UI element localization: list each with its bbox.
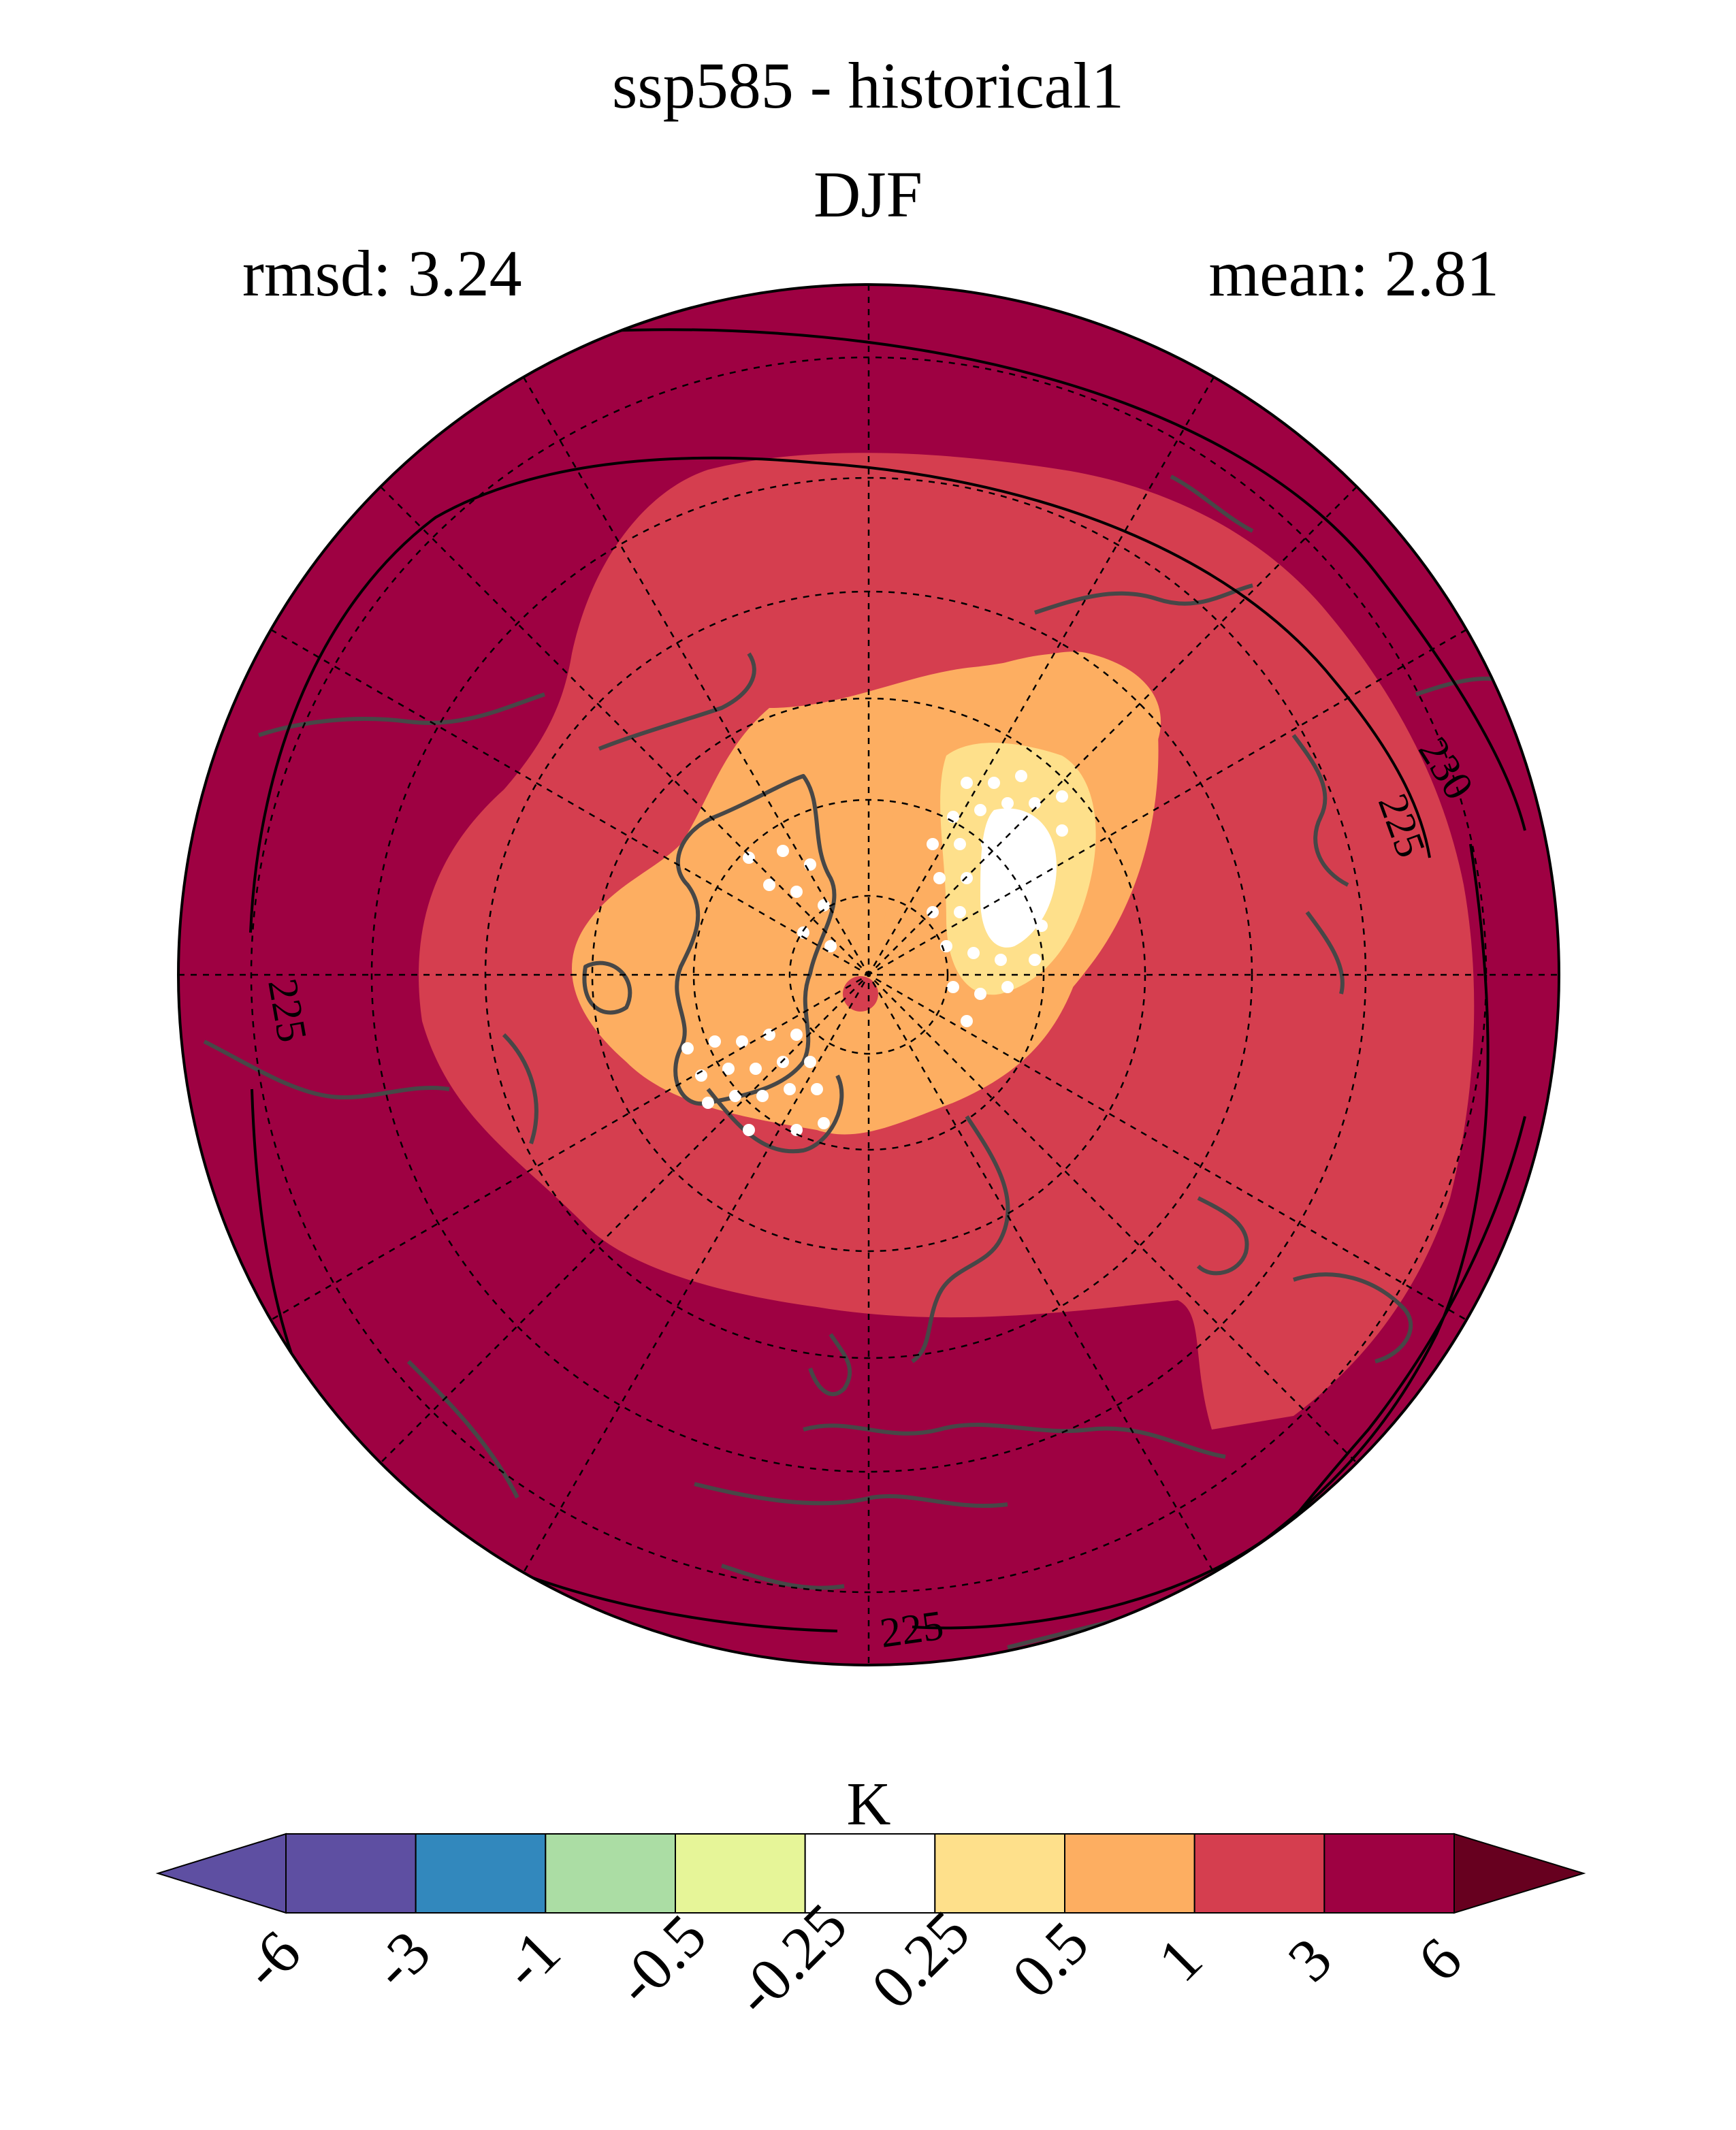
colorbar-tick-label: 1 — [1146, 1925, 1215, 1995]
colorbar-swatches — [285, 1833, 1456, 1914]
colorbar-swatch — [1323, 1833, 1456, 1914]
colorbar-unit-label: K — [847, 1771, 891, 1838]
mean-label: mean: 2.81 — [1208, 237, 1499, 310]
colorbar: K -6 -3 -1 -0.5 -0.250.25 0.5 1 3 6 — [155, 1771, 1586, 2029]
colorbar-tick-label: 0.25 — [859, 1898, 982, 2021]
rmsd-label: rmsd: 3.24 — [242, 237, 522, 310]
colorbar-tick-label: 3 — [1276, 1925, 1345, 1995]
colorbar-swatch — [285, 1833, 417, 1914]
colorbar-swatch — [934, 1833, 1066, 1914]
colorbar-tick-label: -3 — [359, 1918, 443, 2002]
figure-title: ssp585 - historical1 — [612, 49, 1124, 122]
map-fill-pole — [843, 976, 878, 1012]
colorbar-swatch — [415, 1833, 547, 1914]
stipple-dots — [681, 770, 1068, 1136]
colorbar-tick-label: 0.5 — [999, 1909, 1102, 2011]
colorbar-swatch — [545, 1833, 676, 1914]
polar-map: 225 225 225 230 — [177, 283, 1560, 1666]
colorbar-tick-label: -6 — [230, 1918, 314, 2002]
colorbar-swatch — [1064, 1833, 1195, 1914]
coastlines — [203, 474, 1540, 1649]
colorbar-tick-label: 6 — [1405, 1925, 1475, 1995]
colorbar-tick-label: -1 — [489, 1918, 573, 2002]
contour-label-225-bottom: 225 — [877, 1602, 946, 1657]
colorbar-swatch — [804, 1833, 936, 1914]
map-boundary — [177, 283, 1560, 1666]
contour-label-225-left: 225 — [259, 975, 315, 1046]
colorbar-swatch — [1193, 1833, 1325, 1914]
colorbar-under-arrow — [155, 1833, 287, 1914]
colorbar-over-arrow — [1453, 1833, 1586, 1914]
colorbar-tick-label: -0.5 — [603, 1902, 720, 2018]
season-label: DJF — [813, 158, 923, 231]
colorbar-swatch — [675, 1833, 806, 1914]
